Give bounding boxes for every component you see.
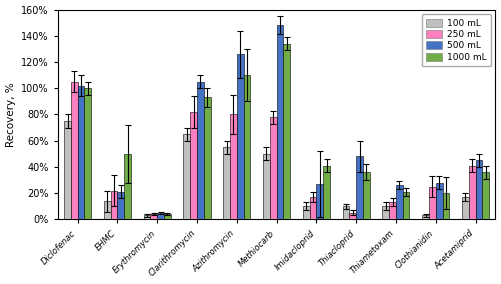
Bar (422, 216, 429, 219)
Bar (64, 121, 71, 219)
Bar (349, 213, 356, 219)
Bar (363, 172, 370, 219)
Bar (303, 206, 310, 219)
Bar (243, 75, 250, 219)
Bar (117, 192, 124, 219)
Bar (469, 166, 475, 219)
Bar (284, 44, 290, 219)
Bar (396, 185, 403, 219)
Bar (263, 154, 270, 219)
Bar (144, 216, 150, 219)
Bar (442, 193, 449, 219)
Bar (183, 134, 190, 219)
Bar (197, 82, 204, 219)
Bar (157, 213, 164, 219)
Bar (389, 202, 396, 219)
Bar (124, 154, 131, 219)
Bar (230, 114, 237, 219)
Bar (482, 172, 489, 219)
Bar (270, 117, 277, 219)
Bar (323, 166, 330, 219)
Bar (429, 187, 436, 219)
Bar (343, 206, 349, 219)
Bar (164, 214, 171, 219)
Legend: 100 mL, 250 mL, 500 mL, 1000 mL: 100 mL, 250 mL, 500 mL, 1000 mL (421, 14, 491, 66)
Bar (190, 112, 197, 219)
Bar (71, 82, 78, 219)
Bar (403, 192, 409, 219)
Bar (317, 184, 323, 219)
Bar (277, 25, 284, 219)
Bar (104, 201, 111, 219)
Bar (111, 191, 117, 219)
Bar (85, 88, 91, 219)
Bar (223, 147, 230, 219)
Bar (382, 206, 389, 219)
Bar (310, 197, 317, 219)
Bar (150, 214, 157, 219)
Bar (237, 54, 243, 219)
Bar (78, 85, 85, 219)
Bar (462, 197, 469, 219)
Bar (436, 183, 442, 219)
Bar (204, 97, 210, 219)
Bar (475, 160, 482, 219)
Bar (356, 156, 363, 219)
Y-axis label: Recovery, %: Recovery, % (6, 82, 16, 147)
